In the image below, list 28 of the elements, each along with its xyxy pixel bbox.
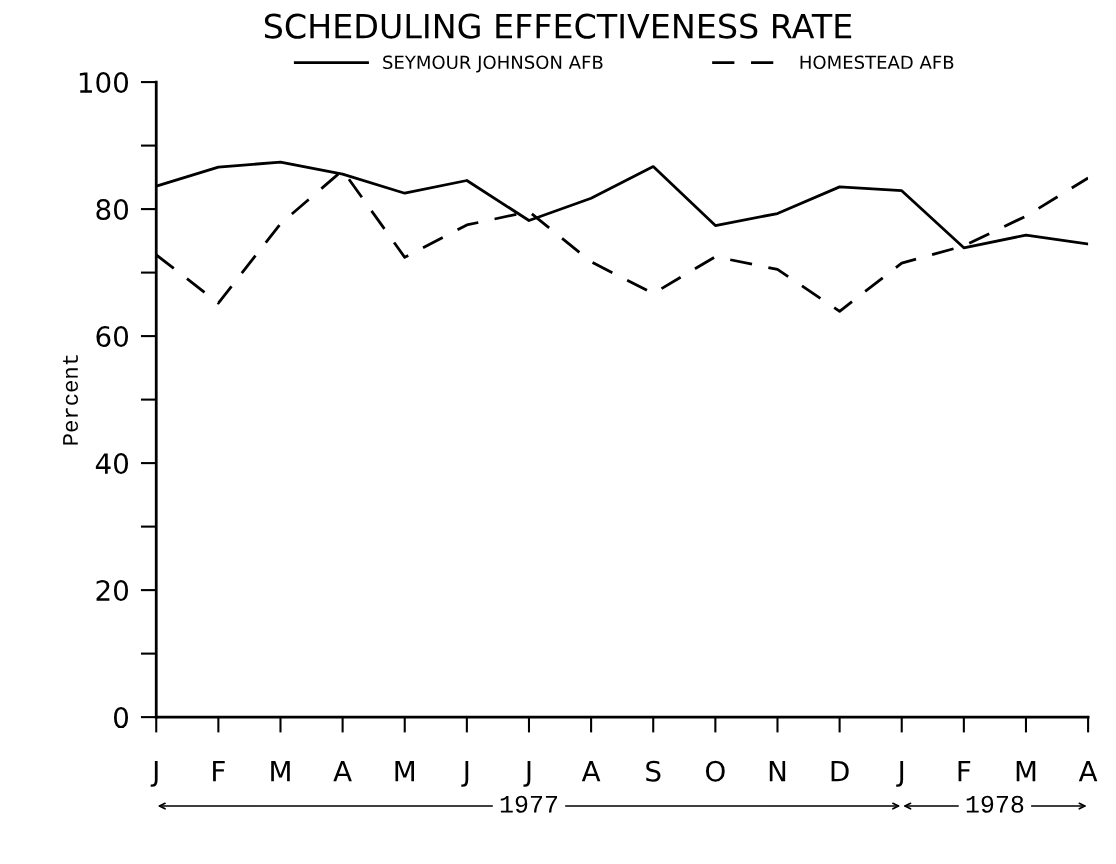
chart-title: SCHEDULING EFFECTIVENESS RATE	[264, 13, 852, 39]
x-tick-label: J	[896, 761, 904, 787]
x-tick-label: M	[395, 761, 415, 782]
x-tick-label: F	[213, 761, 225, 782]
x-tick-label: S	[646, 760, 661, 782]
x-tick-label: M	[1016, 761, 1036, 782]
x-tick-label: A	[333, 761, 352, 782]
y-tick-label: 40	[95, 453, 129, 475]
text: 1978	[966, 795, 1024, 813]
y-tick-label: 20	[96, 580, 129, 602]
y-tick-label: 80	[96, 199, 129, 221]
x-tick-label: M	[271, 761, 290, 782]
x-tick-label: N	[769, 761, 786, 782]
x-tick-label: A	[581, 761, 601, 782]
x-tick-label: J	[523, 761, 531, 787]
legend-label: HOMESTEAD AFB	[800, 55, 954, 70]
x-tick-label: J	[461, 761, 469, 787]
y-tick-label: 60	[96, 326, 129, 348]
legend-label: SEYMOUR JOHNSON AFB	[383, 55, 603, 73]
y-axis-title: Percent	[62, 355, 78, 445]
y-tick-label: 100	[79, 72, 129, 94]
x-tick-label: D	[831, 761, 849, 782]
x-tick-label: J	[150, 761, 158, 787]
y-tick-label: 0	[114, 707, 129, 729]
x-tick-label: A	[1078, 761, 1098, 782]
x-tick-label: F	[958, 761, 971, 782]
x-tick-label: O	[705, 760, 725, 782]
text: 1977	[500, 795, 558, 813]
